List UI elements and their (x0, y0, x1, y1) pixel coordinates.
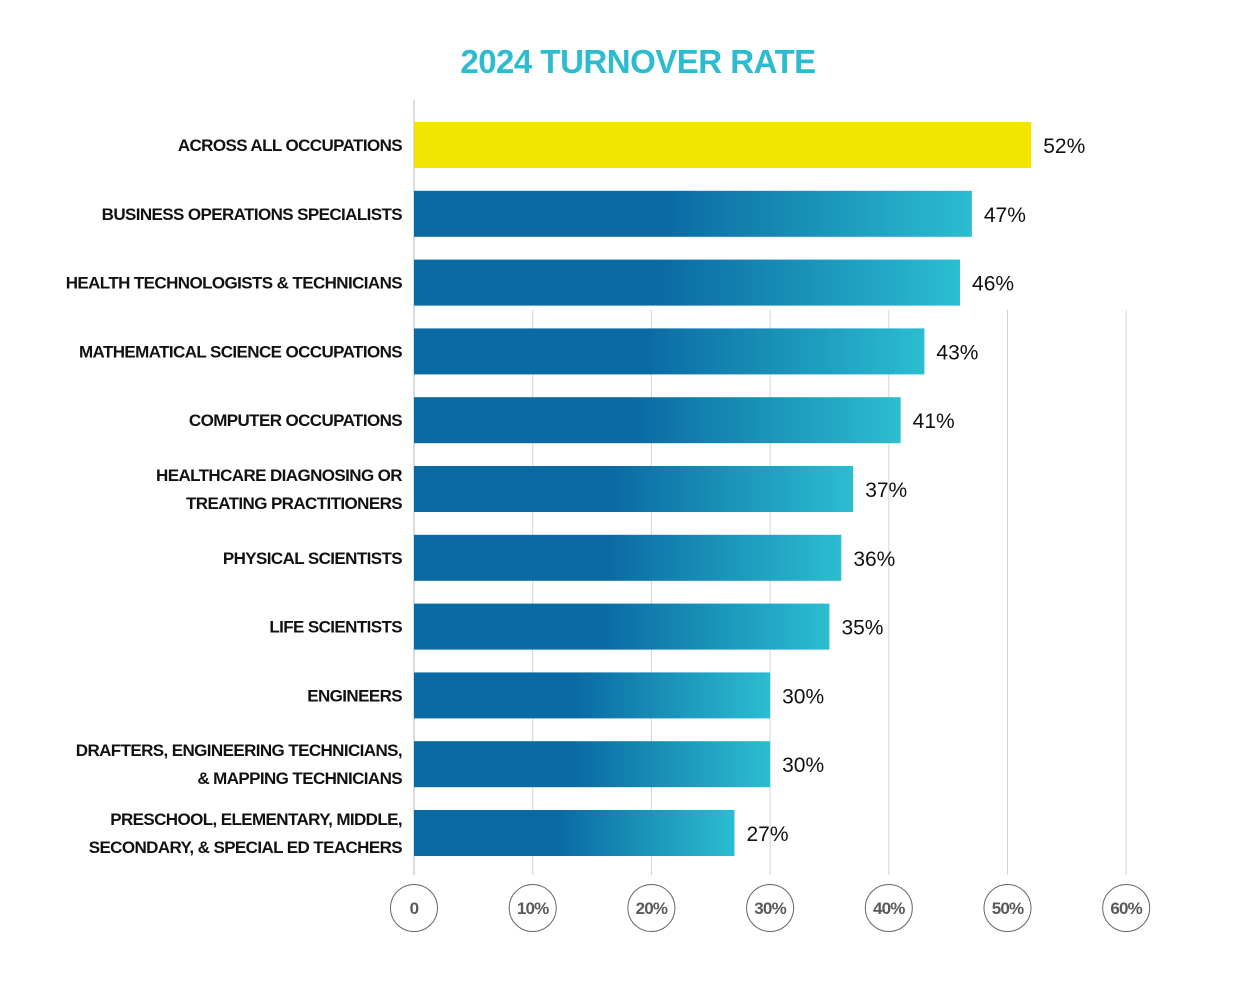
category-label-line: ACROSS ALL OCCUPATIONS (178, 136, 402, 155)
x-axis-ticks: 0 10% 20% 30% 40% 50% 60% (390, 884, 1151, 932)
category-label: HEALTH TECHNOLOGISTS & TECHNICIANS (66, 274, 403, 293)
bar (414, 672, 771, 719)
tick-circle (746, 884, 795, 932)
category-label-line: TREATING PRACTITIONERS (186, 494, 402, 513)
bar (414, 534, 842, 581)
category-label: COMPUTER OCCUPATIONS (189, 411, 402, 430)
category-label: HEALTHCARE DIAGNOSING OR TREATING PRACTIT… (156, 466, 402, 513)
value-label: 30% (782, 754, 824, 777)
tick-circle (390, 884, 438, 932)
category-label: MATHEMATICAL SCIENCE OCCUPATIONS (79, 342, 402, 361)
category-label: ENGINEERS (307, 686, 402, 705)
chart-title: 2024 TURNOVER RATE (460, 43, 815, 80)
category-label: PRESCHOOL, ELEMENTARY, MIDDLE, SECONDARY,… (89, 810, 403, 857)
bar (414, 190, 972, 237)
category-label-line: DRAFTERS, ENGINEERING TECHNICIANS, (76, 741, 402, 760)
bar (414, 603, 830, 650)
category-label-line: COMPUTER OCCUPATIONS (189, 411, 402, 430)
tick-label: 50% (992, 899, 1024, 918)
category-label-line: SECONDARY, & SPECIAL ED TEACHERS (89, 838, 403, 857)
value-label: 35% (841, 617, 883, 640)
category-label-line: & MAPPING TECHNICIANS (197, 769, 402, 788)
tick-label: 60% (1110, 899, 1142, 918)
tick-label: 10% (517, 899, 549, 918)
tick-label: 0 (410, 899, 419, 918)
category-label-line: HEALTH TECHNOLOGISTS & TECHNICIANS (66, 274, 403, 293)
category-label-line: MATHEMATICAL SCIENCE OCCUPATIONS (79, 342, 402, 361)
category-label-line: HEALTHCARE DIAGNOSING OR (156, 466, 402, 485)
bar (414, 741, 771, 788)
bar (414, 328, 925, 375)
category-label-line: PRESCHOOL, ELEMENTARY, MIDDLE, (110, 810, 402, 829)
category-label-line: ENGINEERS (307, 686, 402, 705)
tick-circle (508, 884, 557, 932)
value-labels: 52% 47% 46% 43% 41% 37% 36% 35% 30% 30% 27% (746, 135, 1085, 846)
bars (414, 122, 1032, 856)
tick-circle (864, 884, 913, 932)
tick-circle (627, 884, 676, 932)
category-label: BUSINESS OPERATIONS SPECIALISTS (102, 205, 403, 224)
value-label: 37% (865, 479, 907, 502)
value-label: 27% (746, 823, 788, 846)
value-label: 41% (913, 410, 955, 433)
tick-label: 20% (636, 899, 668, 918)
category-label: LIFE SCIENTISTS (269, 618, 402, 637)
bar (414, 397, 901, 444)
bar (414, 259, 961, 306)
tick-circle (1102, 884, 1151, 932)
bar (414, 466, 854, 512)
category-label: ACROSS ALL OCCUPATIONS (178, 136, 402, 155)
bar-highlight (414, 122, 1032, 168)
category-label: PHYSICAL SCIENTISTS (223, 549, 402, 568)
value-label: 43% (936, 341, 978, 364)
value-label: 46% (972, 273, 1014, 296)
bar (414, 810, 735, 856)
category-labels: ACROSS ALL OCCUPATIONS BUSINESS OPERATION… (66, 136, 403, 857)
tick-circle (983, 884, 1032, 932)
category-label-line: PHYSICAL SCIENTISTS (223, 549, 402, 568)
category-label: DRAFTERS, ENGINEERING TECHNICIANS, & MAPP… (76, 741, 402, 788)
value-label: 30% (782, 685, 824, 708)
value-label: 52% (1043, 135, 1085, 158)
tick-label: 30% (754, 899, 786, 918)
value-label: 36% (853, 548, 895, 571)
value-label: 47% (984, 204, 1026, 227)
category-label-line: LIFE SCIENTISTS (269, 618, 402, 637)
tick-label: 40% (873, 899, 905, 918)
category-label-line: BUSINESS OPERATIONS SPECIALISTS (102, 205, 403, 224)
